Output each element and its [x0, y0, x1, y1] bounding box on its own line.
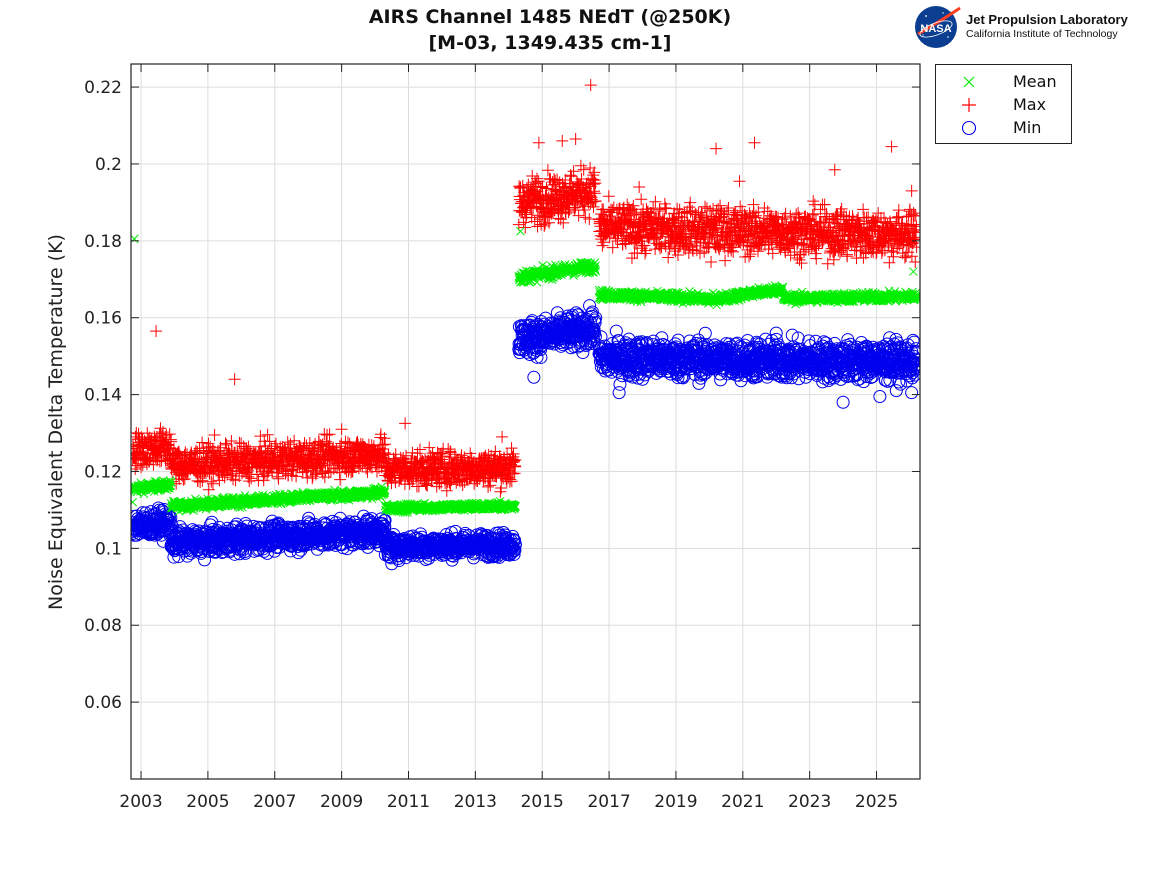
point-max	[494, 485, 507, 498]
point-max	[635, 193, 648, 206]
chart-title-line2: [M-03, 1349.435 cm-1]	[428, 32, 672, 54]
point-max	[602, 190, 615, 203]
point-min-outlier	[836, 395, 850, 409]
point-max	[565, 170, 578, 183]
point-max	[662, 251, 675, 264]
point-max	[660, 202, 673, 215]
point-min-outlier	[527, 370, 541, 384]
point-min	[164, 510, 178, 524]
point-max	[606, 241, 619, 254]
series-min	[131, 299, 920, 571]
point-max	[334, 473, 347, 486]
point-max	[541, 164, 554, 177]
series-max	[131, 79, 920, 498]
chart-title-line1: AIRS Channel 1485 NEdT (@250K)	[368, 6, 732, 28]
point-max	[530, 172, 543, 185]
point-min-outlier	[905, 386, 919, 400]
point-max	[288, 434, 301, 447]
point-max	[423, 441, 436, 454]
point-max	[625, 252, 638, 265]
point-max	[316, 467, 329, 480]
jpl-name: Jet Propulsion Laboratory	[966, 12, 1128, 27]
point-min-outlier	[873, 390, 887, 404]
point-max	[323, 428, 336, 441]
jpl-logo: NASA Jet Propulsion Laboratory Californi…	[912, 4, 1162, 50]
point-max	[261, 428, 274, 441]
chart-title: AIRS Channel 1485 NEdT (@250K) [M-03, 13…	[260, 4, 840, 56]
point-min	[310, 542, 324, 556]
point-max	[205, 475, 218, 488]
point-max	[495, 482, 508, 495]
grid	[131, 64, 920, 779]
point-min	[698, 326, 712, 340]
point-min	[613, 377, 627, 391]
nasa-badge-text: NASA	[920, 23, 951, 35]
jpl-subtitle: California Institute of Technology	[966, 28, 1118, 40]
point-max	[400, 449, 413, 462]
point-max	[719, 254, 732, 267]
point-max	[554, 213, 567, 226]
point-min	[180, 549, 194, 563]
point-max	[596, 239, 609, 252]
nasa-meatball-icon: NASA	[915, 6, 961, 48]
point-min-outlier	[612, 386, 626, 400]
